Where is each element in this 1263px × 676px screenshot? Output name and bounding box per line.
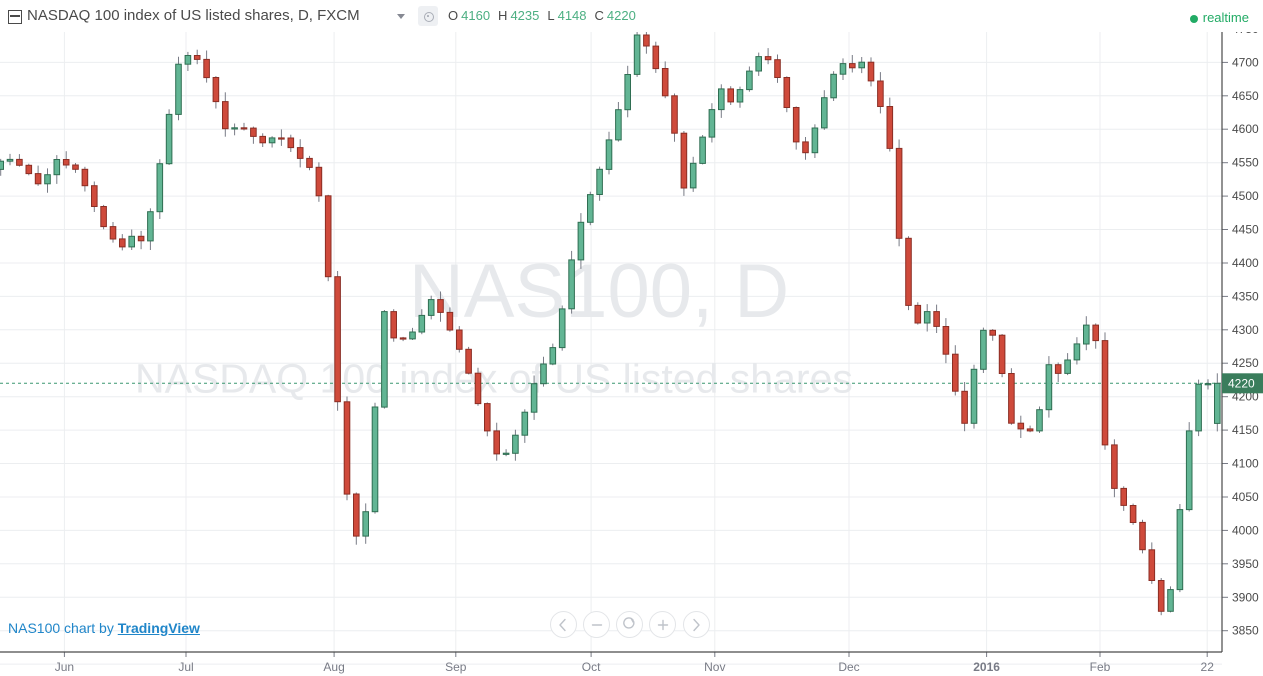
svg-text:NAS100, D: NAS100, D	[409, 249, 789, 334]
svg-text:3900: 3900	[1232, 590, 1259, 604]
svg-text:22: 22	[1201, 660, 1215, 674]
svg-text:4450: 4450	[1232, 223, 1259, 237]
svg-text:Aug: Aug	[323, 660, 344, 674]
svg-text:4250: 4250	[1232, 356, 1259, 370]
svg-text:Feb: Feb	[1090, 660, 1111, 674]
svg-text:4750: 4750	[1232, 32, 1259, 36]
svg-text:4650: 4650	[1232, 89, 1259, 103]
svg-text:4220: 4220	[1228, 376, 1255, 390]
svg-text:4150: 4150	[1232, 423, 1259, 437]
svg-text:2016: 2016	[973, 660, 1000, 674]
svg-text:Nov: Nov	[704, 660, 725, 674]
svg-text:Sep: Sep	[445, 660, 467, 674]
svg-text:NASDAQ 100 index of US listed: NASDAQ 100 index of US listed shares	[135, 356, 853, 402]
svg-text:4500: 4500	[1232, 189, 1259, 203]
svg-text:4550: 4550	[1232, 156, 1259, 170]
svg-text:4600: 4600	[1232, 122, 1259, 136]
svg-text:4100: 4100	[1232, 457, 1259, 471]
svg-text:Jun: Jun	[55, 660, 74, 674]
svg-text:3850: 3850	[1232, 624, 1259, 638]
svg-text:Oct: Oct	[582, 660, 601, 674]
svg-text:Jul: Jul	[178, 660, 193, 674]
svg-text:4050: 4050	[1232, 490, 1259, 504]
svg-text:Dec: Dec	[838, 660, 859, 674]
svg-text:4000: 4000	[1232, 523, 1259, 537]
svg-text:4700: 4700	[1232, 55, 1259, 69]
svg-text:4300: 4300	[1232, 323, 1259, 337]
svg-text:3950: 3950	[1232, 557, 1259, 571]
svg-text:4350: 4350	[1232, 289, 1259, 303]
svg-text:4400: 4400	[1232, 256, 1259, 270]
